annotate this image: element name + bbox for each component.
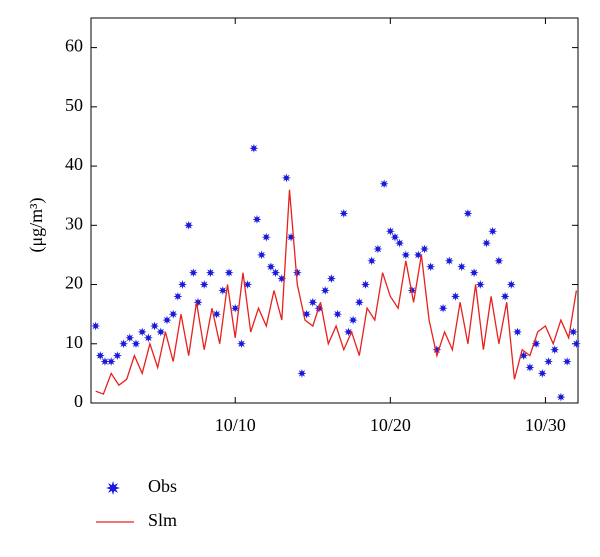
obs-point	[438, 303, 448, 313]
obs-point	[550, 345, 560, 355]
obs-point	[537, 368, 547, 378]
obs-point	[469, 268, 479, 278]
obs-point	[361, 280, 370, 289]
y-tick-label: 50	[65, 95, 83, 115]
obs-point	[444, 256, 454, 266]
obs-point	[266, 262, 276, 272]
obs-point	[249, 143, 259, 153]
obs-point	[281, 173, 291, 183]
y-tick-label: 0	[74, 391, 83, 411]
obs-point	[506, 280, 516, 289]
x-tick-label: 10/10	[215, 415, 256, 435]
legend-label: Obs	[148, 476, 177, 496]
obs-point	[333, 309, 343, 319]
obs-point	[482, 238, 491, 248]
legend-label: Slm	[148, 510, 177, 530]
obs-point	[373, 244, 383, 254]
obs-point	[339, 209, 349, 218]
obs-point	[156, 327, 166, 337]
slm-line	[95, 189, 578, 395]
obs-point	[571, 339, 581, 349]
plot-frame	[90, 17, 579, 404]
obs-point	[162, 315, 172, 325]
obs-point	[205, 268, 215, 278]
obs-point	[184, 220, 194, 230]
obs-point	[426, 262, 436, 272]
obs-point	[494, 256, 504, 266]
obs-point	[199, 280, 209, 289]
obs-point	[218, 286, 228, 295]
obs-point	[257, 250, 267, 260]
obs-point	[143, 333, 153, 343]
obs-point	[544, 357, 553, 366]
obs-point	[137, 327, 147, 337]
obs-point	[193, 297, 203, 307]
obs-point	[112, 351, 122, 361]
obs-point	[385, 226, 395, 236]
x-tick-label: 10/20	[370, 415, 411, 435]
x-tick-label: 10/30	[525, 415, 566, 435]
obs-point	[91, 321, 101, 331]
obs-point	[178, 280, 187, 289]
obs-point	[500, 291, 510, 301]
obs-point	[395, 238, 405, 248]
obs-point	[292, 268, 302, 278]
obs-point	[173, 291, 183, 301]
obs-point	[513, 327, 522, 337]
obs-point	[188, 268, 198, 278]
obs-point	[354, 297, 364, 307]
obs-point	[568, 327, 578, 337]
y-tick-label: 20	[65, 273, 83, 293]
obs-point	[320, 286, 330, 295]
y-tick-label: 30	[65, 213, 83, 233]
obs-point	[297, 368, 307, 378]
obs-point	[261, 232, 271, 242]
obs-point	[271, 268, 281, 278]
y-tick-label: 60	[65, 36, 83, 56]
obs-point	[451, 291, 460, 301]
obs-point	[131, 339, 141, 349]
obs-point	[420, 244, 429, 254]
obs-point	[525, 363, 535, 372]
y-tick-label: 10	[65, 332, 83, 352]
obs-point	[100, 357, 110, 366]
obs-point	[379, 179, 389, 189]
y-axis-label: (μg/m³)	[26, 197, 47, 252]
obs-point	[367, 256, 377, 266]
obs-point	[326, 274, 336, 284]
obs-point	[168, 309, 178, 319]
obs-point	[390, 232, 400, 242]
obs-point	[488, 226, 498, 236]
obs-point	[230, 303, 240, 313]
obs-point	[457, 262, 467, 272]
obs-point	[562, 357, 572, 366]
obs-point	[401, 250, 411, 260]
obs-point	[556, 392, 566, 402]
obs-point	[125, 333, 135, 343]
obs-point	[348, 315, 358, 325]
obs-point	[308, 297, 318, 307]
obs-point	[463, 209, 473, 218]
obs-point	[95, 351, 105, 361]
obs-point	[119, 339, 129, 349]
y-tick-label: 40	[65, 154, 83, 174]
obs-point	[224, 268, 234, 278]
obs-point	[236, 339, 246, 349]
obs-point	[106, 357, 116, 366]
obs-point	[252, 214, 262, 224]
obs-point	[150, 321, 160, 331]
obs-point	[475, 280, 485, 289]
legend-marker	[106, 481, 120, 495]
